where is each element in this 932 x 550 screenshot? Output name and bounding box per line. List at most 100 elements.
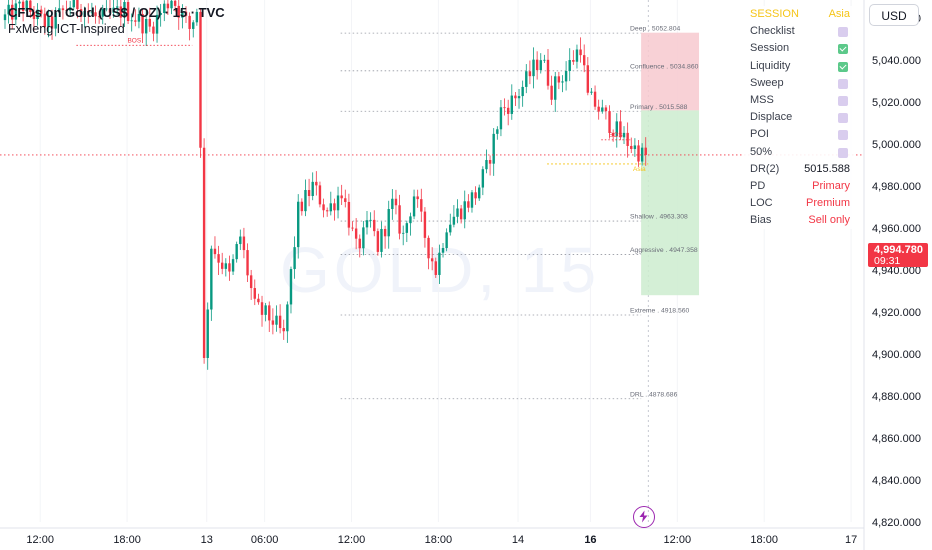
checklist-row: Displace <box>742 109 854 126</box>
candle <box>242 227 246 259</box>
bar-countdown: 09:31 <box>874 255 901 267</box>
price-tick-label: 5,000.000 <box>872 139 921 151</box>
candle <box>351 221 354 232</box>
candle <box>506 99 510 126</box>
checklist-label: Session <box>750 42 790 55</box>
candle <box>467 194 470 213</box>
candle <box>554 71 557 112</box>
price-axis: 4,820.000 4,840.000 4,860.000 4,880.000 4,90… <box>863 0 921 550</box>
candle <box>224 258 228 277</box>
candle <box>347 193 351 236</box>
candle <box>260 295 264 327</box>
candle <box>108 0 112 19</box>
candle <box>116 0 119 15</box>
time-tick-label: 06:00 <box>251 534 279 546</box>
unchecked-box-icon <box>838 113 848 124</box>
candle <box>517 89 521 109</box>
candle <box>376 228 380 256</box>
candle <box>474 186 477 205</box>
candle <box>173 0 177 12</box>
level-label: Aggressive . 4947.358 <box>630 247 698 254</box>
candle <box>470 190 474 213</box>
price-tick-label: 5,040.000 <box>872 55 921 67</box>
panel-value: Sell only <box>808 214 850 227</box>
candle <box>369 212 372 228</box>
time-tick-label: 17 <box>845 534 857 546</box>
candle <box>394 189 398 215</box>
candle <box>249 269 253 300</box>
last-price-tag: 4,994.780 09:31 <box>868 243 928 267</box>
candle <box>423 207 427 248</box>
session-header-value: Asia <box>828 8 850 20</box>
candle <box>40 5 43 18</box>
session-line-label: Asia <box>633 166 646 173</box>
candle <box>557 71 561 90</box>
candle <box>597 99 600 120</box>
level-label: DRL . 4878.686 <box>630 391 678 398</box>
candle <box>344 189 347 208</box>
panel-value: Premium <box>805 197 850 210</box>
candle <box>535 51 539 80</box>
unchecked-box-icon <box>838 130 848 141</box>
price-tick-label: 4,820.000 <box>872 517 921 529</box>
checklist-row: 50% <box>742 144 854 161</box>
candle <box>159 4 162 27</box>
candle <box>539 53 542 74</box>
candle <box>119 0 123 27</box>
candle <box>608 105 611 139</box>
candle <box>463 190 466 229</box>
price-tick-label: 4,880.000 <box>872 391 921 403</box>
panel-value: 5015.588 <box>804 162 850 175</box>
candle <box>18 0 21 12</box>
candle <box>322 198 325 218</box>
bolt-icon[interactable] <box>633 506 655 528</box>
symbol-title[interactable]: CFDs on Gold (US$ / OZ) · 15 · TVC <box>8 5 225 20</box>
candle <box>604 105 608 120</box>
candle <box>195 8 199 26</box>
price-tick-label: 4,840.000 <box>872 475 921 487</box>
candle <box>50 9 54 40</box>
candle <box>268 301 271 332</box>
level-label: Confluence . 5034.860 <box>630 63 699 70</box>
candle <box>365 211 369 235</box>
candle <box>619 110 622 141</box>
price-zones <box>641 32 700 296</box>
time-axis: 12:00 18:00 13 06:00 12:00 18:00 14 16 12:00 18:0… <box>0 527 864 546</box>
time-tick-label: 12:00 <box>338 534 366 546</box>
candle <box>640 143 644 166</box>
checklist-label: Checklist <box>750 25 795 38</box>
candle <box>231 254 235 276</box>
candle <box>36 3 39 26</box>
candle <box>601 99 604 114</box>
candle <box>546 49 550 90</box>
currency-button[interactable]: USD <box>869 4 919 26</box>
candle <box>391 189 394 220</box>
candle <box>29 0 32 18</box>
candle <box>615 113 618 148</box>
candle <box>644 137 647 166</box>
candle <box>438 244 441 285</box>
level-label: Deep . 5052.804 <box>630 26 680 33</box>
time-tick-label: 14 <box>512 534 524 546</box>
candle <box>630 137 633 154</box>
candle <box>293 236 296 279</box>
panel-value-label: LOC <box>750 197 773 210</box>
candle <box>572 50 575 65</box>
candle <box>318 181 322 208</box>
candle <box>297 194 300 259</box>
candle <box>126 0 130 25</box>
candle <box>532 47 535 89</box>
unchecked-box-icon <box>838 27 848 38</box>
checklist-label: 50% <box>750 145 773 158</box>
candle <box>25 0 28 15</box>
candle <box>586 57 590 96</box>
candle <box>210 245 213 321</box>
indicator-name[interactable]: FxMeng ICT-Inspired <box>8 22 125 36</box>
checked-box-icon <box>838 44 848 55</box>
candle <box>416 189 419 208</box>
candles <box>3 0 647 370</box>
candle <box>445 228 448 252</box>
candle <box>412 189 416 220</box>
checklist-label: Displace <box>750 111 793 124</box>
